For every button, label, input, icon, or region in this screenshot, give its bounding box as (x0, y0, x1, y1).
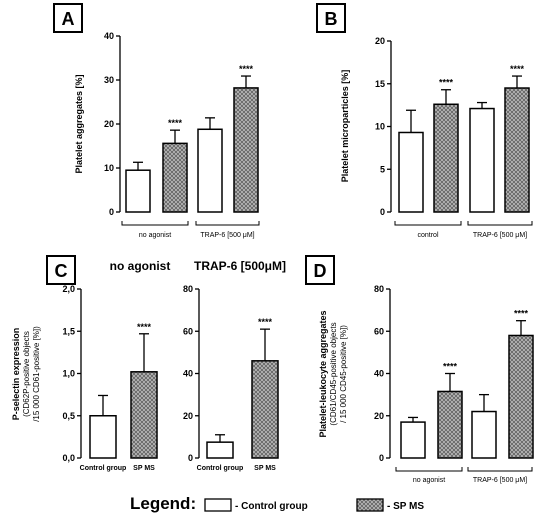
svg-text:D: D (314, 261, 327, 281)
significance-marker: **** (443, 362, 458, 372)
bar-control (125, 169, 151, 213)
x-category-label: Control group (80, 465, 127, 472)
bar-sp-ms (251, 360, 279, 459)
bar-sp-ms (508, 334, 534, 459)
y-tick-label: 10 (104, 163, 114, 173)
y-axis-label: Platelet aggregates [%] (74, 74, 84, 173)
bar-control (471, 410, 497, 459)
svg-text:C: C (55, 261, 68, 281)
group-bracket (395, 467, 463, 472)
x-category-label: SP MS (254, 465, 276, 472)
y-axis-sublabel: (CD61/CD45-positive objects (329, 322, 338, 425)
group-label: TRAP-6 [500 μM] (473, 477, 527, 484)
bar-sp-ms (504, 87, 530, 213)
y-tick-label: 30 (104, 75, 114, 85)
panel-label-b: B (316, 3, 346, 33)
legend-label-control: - Control group (235, 501, 308, 512)
bar-control (400, 421, 426, 459)
y-tick-label: 2,0 (62, 284, 75, 294)
group-label: no agonist (413, 477, 445, 484)
group-bracket (467, 221, 533, 226)
y-axis-sublabel: /15 000 CD61-positive [%]) (32, 326, 41, 422)
y-tick-label: 60 (183, 326, 193, 336)
bar-sp-ms (437, 390, 463, 459)
y-tick-label: 1,0 (62, 369, 75, 379)
chart-c2: 0 20 40 60 80 **** Control group SP MS (183, 284, 279, 472)
significance-marker: **** (168, 118, 183, 128)
y-tick-label: 0,5 (62, 411, 75, 421)
svg-text:B: B (325, 9, 338, 29)
bar-sp-ms (233, 87, 259, 213)
significance-marker: **** (510, 64, 525, 74)
panel-label-d: D (305, 255, 335, 285)
y-tick-label: 40 (374, 369, 384, 379)
x-category-label: SP MS (133, 465, 155, 472)
y-tick-label: 0 (188, 453, 193, 463)
bar-sp-ms (433, 103, 459, 213)
y-tick-label: 20 (374, 411, 384, 421)
y-tick-label: 10 (375, 122, 385, 132)
y-tick-label: 15 (375, 79, 385, 89)
group-bracket (394, 221, 462, 226)
y-tick-label: 80 (374, 284, 384, 294)
bar-control (89, 415, 117, 459)
group-bracket (195, 221, 260, 226)
bar-control (197, 128, 223, 213)
y-tick-label: 1,5 (62, 326, 75, 336)
y-tick-label: 20 (183, 411, 193, 421)
bar-control (398, 131, 424, 213)
legend-swatch-control (204, 498, 232, 512)
y-tick-label: 20 (104, 119, 114, 129)
chart-a: 0 10 20 30 40 Platelet aggregates [%] **** ****… (74, 31, 260, 239)
group-bracket (121, 221, 189, 226)
y-tick-label: 0 (379, 453, 384, 463)
y-tick-label: 0 (109, 207, 114, 217)
y-tick-label: 0,0 (62, 453, 75, 463)
y-axis-sublabel: (CD62P-positive objects (22, 331, 31, 417)
y-axis-label: Platelet microparticles [%] (340, 70, 350, 183)
y-tick-label: 40 (183, 369, 193, 379)
significance-marker: **** (258, 317, 273, 327)
legend: Legend: - Control group - SP MS (130, 494, 424, 513)
y-tick-label: 60 (374, 326, 384, 336)
y-tick-label: 5 (380, 164, 385, 174)
group-label: TRAP-6 [500 μM] (200, 232, 254, 239)
y-tick-label: 20 (375, 36, 385, 46)
y-axis-label: P-selectin expression (11, 328, 21, 421)
y-axis-label: Platelet-leukocyte aggregates (318, 310, 328, 437)
x-category-label: Control group (197, 465, 244, 472)
significance-marker: **** (239, 64, 254, 74)
y-tick-label: 40 (104, 31, 114, 41)
group-label: no agonist (139, 232, 171, 239)
chart-d: 0 20 40 60 80 Platelet-leukocyte aggregates (C… (318, 284, 534, 484)
chart-c: 0,0 0,5 1,0 1,5 2,0 P-selectin expression (CD6… (11, 284, 158, 472)
svg-text:A: A (62, 9, 75, 29)
y-axis-sublabel: / 15 000 CD45-positive [%]) (339, 325, 348, 423)
significance-marker: **** (514, 309, 529, 319)
group-bracket (467, 467, 533, 472)
legend-title: Legend: (130, 494, 196, 513)
chart-c-subtitle: no agonist (110, 259, 171, 273)
panel-label-a: A (53, 3, 83, 33)
chart-b: 0 5 10 15 20 Platelet microparticles [%] **** *… (340, 36, 533, 239)
group-label: TRAP-6 [500 μM] (473, 232, 527, 239)
y-tick-label: 80 (183, 284, 193, 294)
panel-label-c: C (46, 255, 76, 285)
legend-label-sp-ms: - SP MS (387, 501, 424, 512)
bar-sp-ms (162, 142, 188, 213)
group-label: control (417, 232, 438, 239)
bar-control (206, 441, 234, 459)
bar-sp-ms (130, 371, 158, 459)
bar-control (469, 107, 495, 213)
significance-marker: **** (439, 78, 454, 88)
significance-marker: **** (137, 322, 152, 332)
legend-swatch-sp-ms (356, 498, 384, 512)
chart-c2-subtitle: TRAP-6 [500μM] (194, 259, 286, 273)
y-tick-label: 0 (380, 207, 385, 217)
